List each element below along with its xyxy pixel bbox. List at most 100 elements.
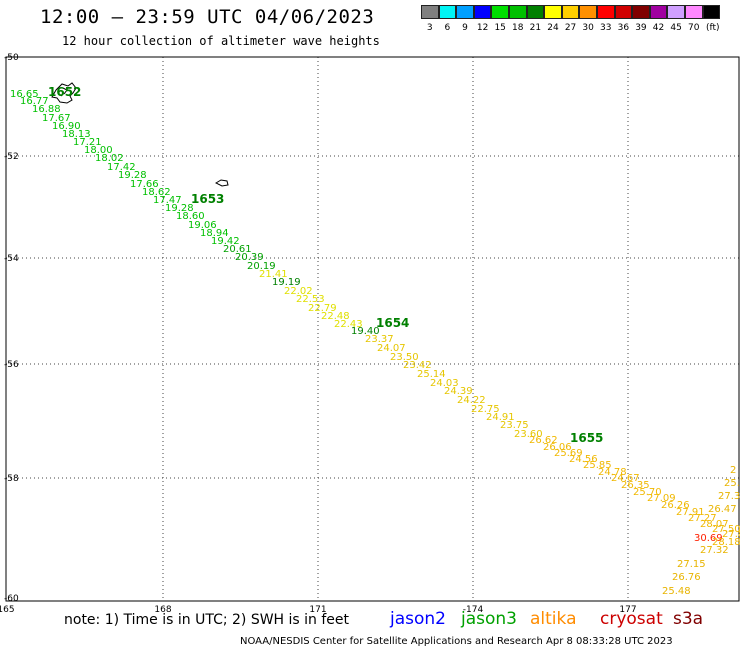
lon-tick-label: 165 — [0, 605, 15, 615]
lon-tick-label: 171 — [309, 605, 326, 615]
satellite-s3a: s3a — [673, 609, 704, 629]
swh-label: 22.48 — [321, 311, 350, 322]
color-legend: 3 6 9 12 15 18 21 24 27 30 33 36 39 42 45 70 — [421, 5, 721, 33]
swh-label: 19.28 — [118, 170, 147, 181]
swh-label: 26.26 — [661, 500, 690, 511]
legend-entry: 21 — [526, 5, 545, 33]
swh-label: 17.67 — [42, 113, 71, 124]
pass-labels: 1652 1653 1654 1655 — [48, 85, 603, 445]
legend-swatch — [649, 5, 668, 19]
swh-label: 16.90 — [52, 121, 81, 132]
swh-label: 2 — [730, 465, 736, 476]
legend-swatch — [702, 5, 721, 19]
legend-entry: 27 — [561, 5, 580, 33]
swh-label: 28.18 — [712, 537, 740, 548]
swh-label: 23.37 — [365, 334, 394, 345]
chart-title: 12:00 – 23:59 UTC 04/06/2023 — [40, 6, 375, 28]
legend-swatch — [508, 5, 527, 19]
pass-label: 1653 — [191, 192, 224, 206]
swh-label: 17.21 — [73, 137, 102, 148]
swh-label: 27.15 — [677, 559, 706, 570]
legend-swatch — [561, 5, 580, 19]
swh-label: 28.07 — [700, 519, 729, 530]
swh-label: 22.75 — [471, 404, 500, 415]
swh-label: 24.91 — [486, 412, 515, 423]
swh-label: 17.42 — [107, 162, 136, 173]
pass-label: 1655 — [570, 431, 603, 445]
swh-label: 21.41 — [259, 269, 288, 280]
legend-swatch — [579, 5, 597, 19]
auckland-islands-detail — [57, 87, 68, 97]
swh-label: 19.28 — [165, 203, 194, 214]
swh-label: 18.00 — [84, 145, 113, 156]
legend-entry — [702, 5, 721, 33]
legend-label: 30 — [582, 23, 594, 33]
swh-label: 18.02 — [95, 153, 124, 164]
legend-entry: 36 — [614, 5, 633, 33]
legend-label: 18 — [512, 23, 524, 33]
pass-label: 1654 — [376, 316, 409, 330]
legend-entry: 42 — [649, 5, 668, 33]
legend-entry: 30 — [579, 5, 597, 33]
legend-entry: 70 — [684, 5, 703, 33]
lon-tick-label: 177 — [619, 605, 636, 615]
auckland-islands — [51, 82, 77, 104]
swh-label: 25.85 — [583, 460, 612, 471]
legend-entry: 45 — [667, 5, 685, 33]
swh-label: 27.50 — [712, 524, 740, 535]
legend-entry: 12 — [473, 5, 492, 33]
legend-swatch — [526, 5, 545, 19]
note-text: note: 1) Time is in UTC; 2) SWH is in fe… — [64, 612, 350, 628]
legend-swatch — [684, 5, 703, 19]
chart-subtitle: 12 hour collection of altimeter wave hei… — [62, 34, 380, 48]
legend-entry: 6 — [438, 5, 457, 33]
swh-label: 18.94 — [200, 228, 229, 239]
swh-label: 27.81 — [722, 529, 740, 540]
lon-tick-label: -174 — [463, 605, 484, 615]
legend-unit: (ft) — [706, 23, 720, 33]
lat-tick-label: -56 — [4, 360, 19, 370]
swh-label: 16.88 — [32, 104, 61, 115]
legend-entry: 3 — [421, 5, 439, 33]
axis-ticks: 165 168 171 -174 177 -50 -52 -54 -56 -58 -60 — [0, 53, 637, 615]
legend-swatch — [456, 5, 474, 19]
swh-label: 19.42 — [211, 236, 240, 247]
swh-label: 30.69 — [694, 533, 723, 544]
swh-label: 22.79 — [308, 303, 337, 314]
legend-entry: 9 — [456, 5, 474, 33]
swh-label: 26.62 — [529, 435, 558, 446]
island-coastlines — [51, 82, 229, 187]
legend-label: 15 — [494, 23, 506, 33]
legend-label: 3 — [426, 23, 433, 33]
legend-label: 36 — [617, 23, 630, 33]
gridlines — [5, 56, 740, 602]
legend-entry: 24 — [544, 5, 562, 33]
swh-label: 23.50 — [390, 352, 419, 363]
legend-label: 70 — [687, 23, 700, 33]
swh-label: 23.60 — [514, 429, 543, 440]
swh-label: 26.35 — [621, 480, 650, 491]
swh-label: 26.47 — [708, 504, 737, 515]
legend-label: 45 — [670, 23, 682, 33]
swh-label: 26.76 — [672, 572, 701, 583]
lat-tick-label: -50 — [4, 53, 19, 63]
swh-label: 27.09 — [647, 493, 676, 504]
swh-label: 24.78 — [598, 467, 627, 478]
swh-label: 25. — [724, 478, 740, 489]
lat-tick-label: -60 — [4, 594, 19, 604]
swh-label: 25.70 — [633, 487, 662, 498]
legend-swatch — [491, 5, 509, 19]
swh-label: 24.56 — [569, 454, 598, 465]
footer-credit: NOAA/NESDIS Center for Satellite Applica… — [240, 636, 673, 647]
swh-label: 23.42 — [403, 360, 432, 371]
swh-label: 16.65 — [10, 89, 39, 100]
lat-tick-label: -54 — [4, 254, 19, 264]
swh-label: 26.06 — [543, 442, 572, 453]
swh-label: 22.53 — [296, 294, 325, 305]
swh-labels: 16.6516.7716.8817.6716.9018.1317.2118.00… — [10, 89, 740, 597]
swh-label: 17.47 — [153, 195, 182, 206]
legend-label: 24 — [547, 23, 559, 33]
swh-label: 18.13 — [62, 129, 91, 140]
swh-label: 27.27 — [688, 513, 717, 524]
